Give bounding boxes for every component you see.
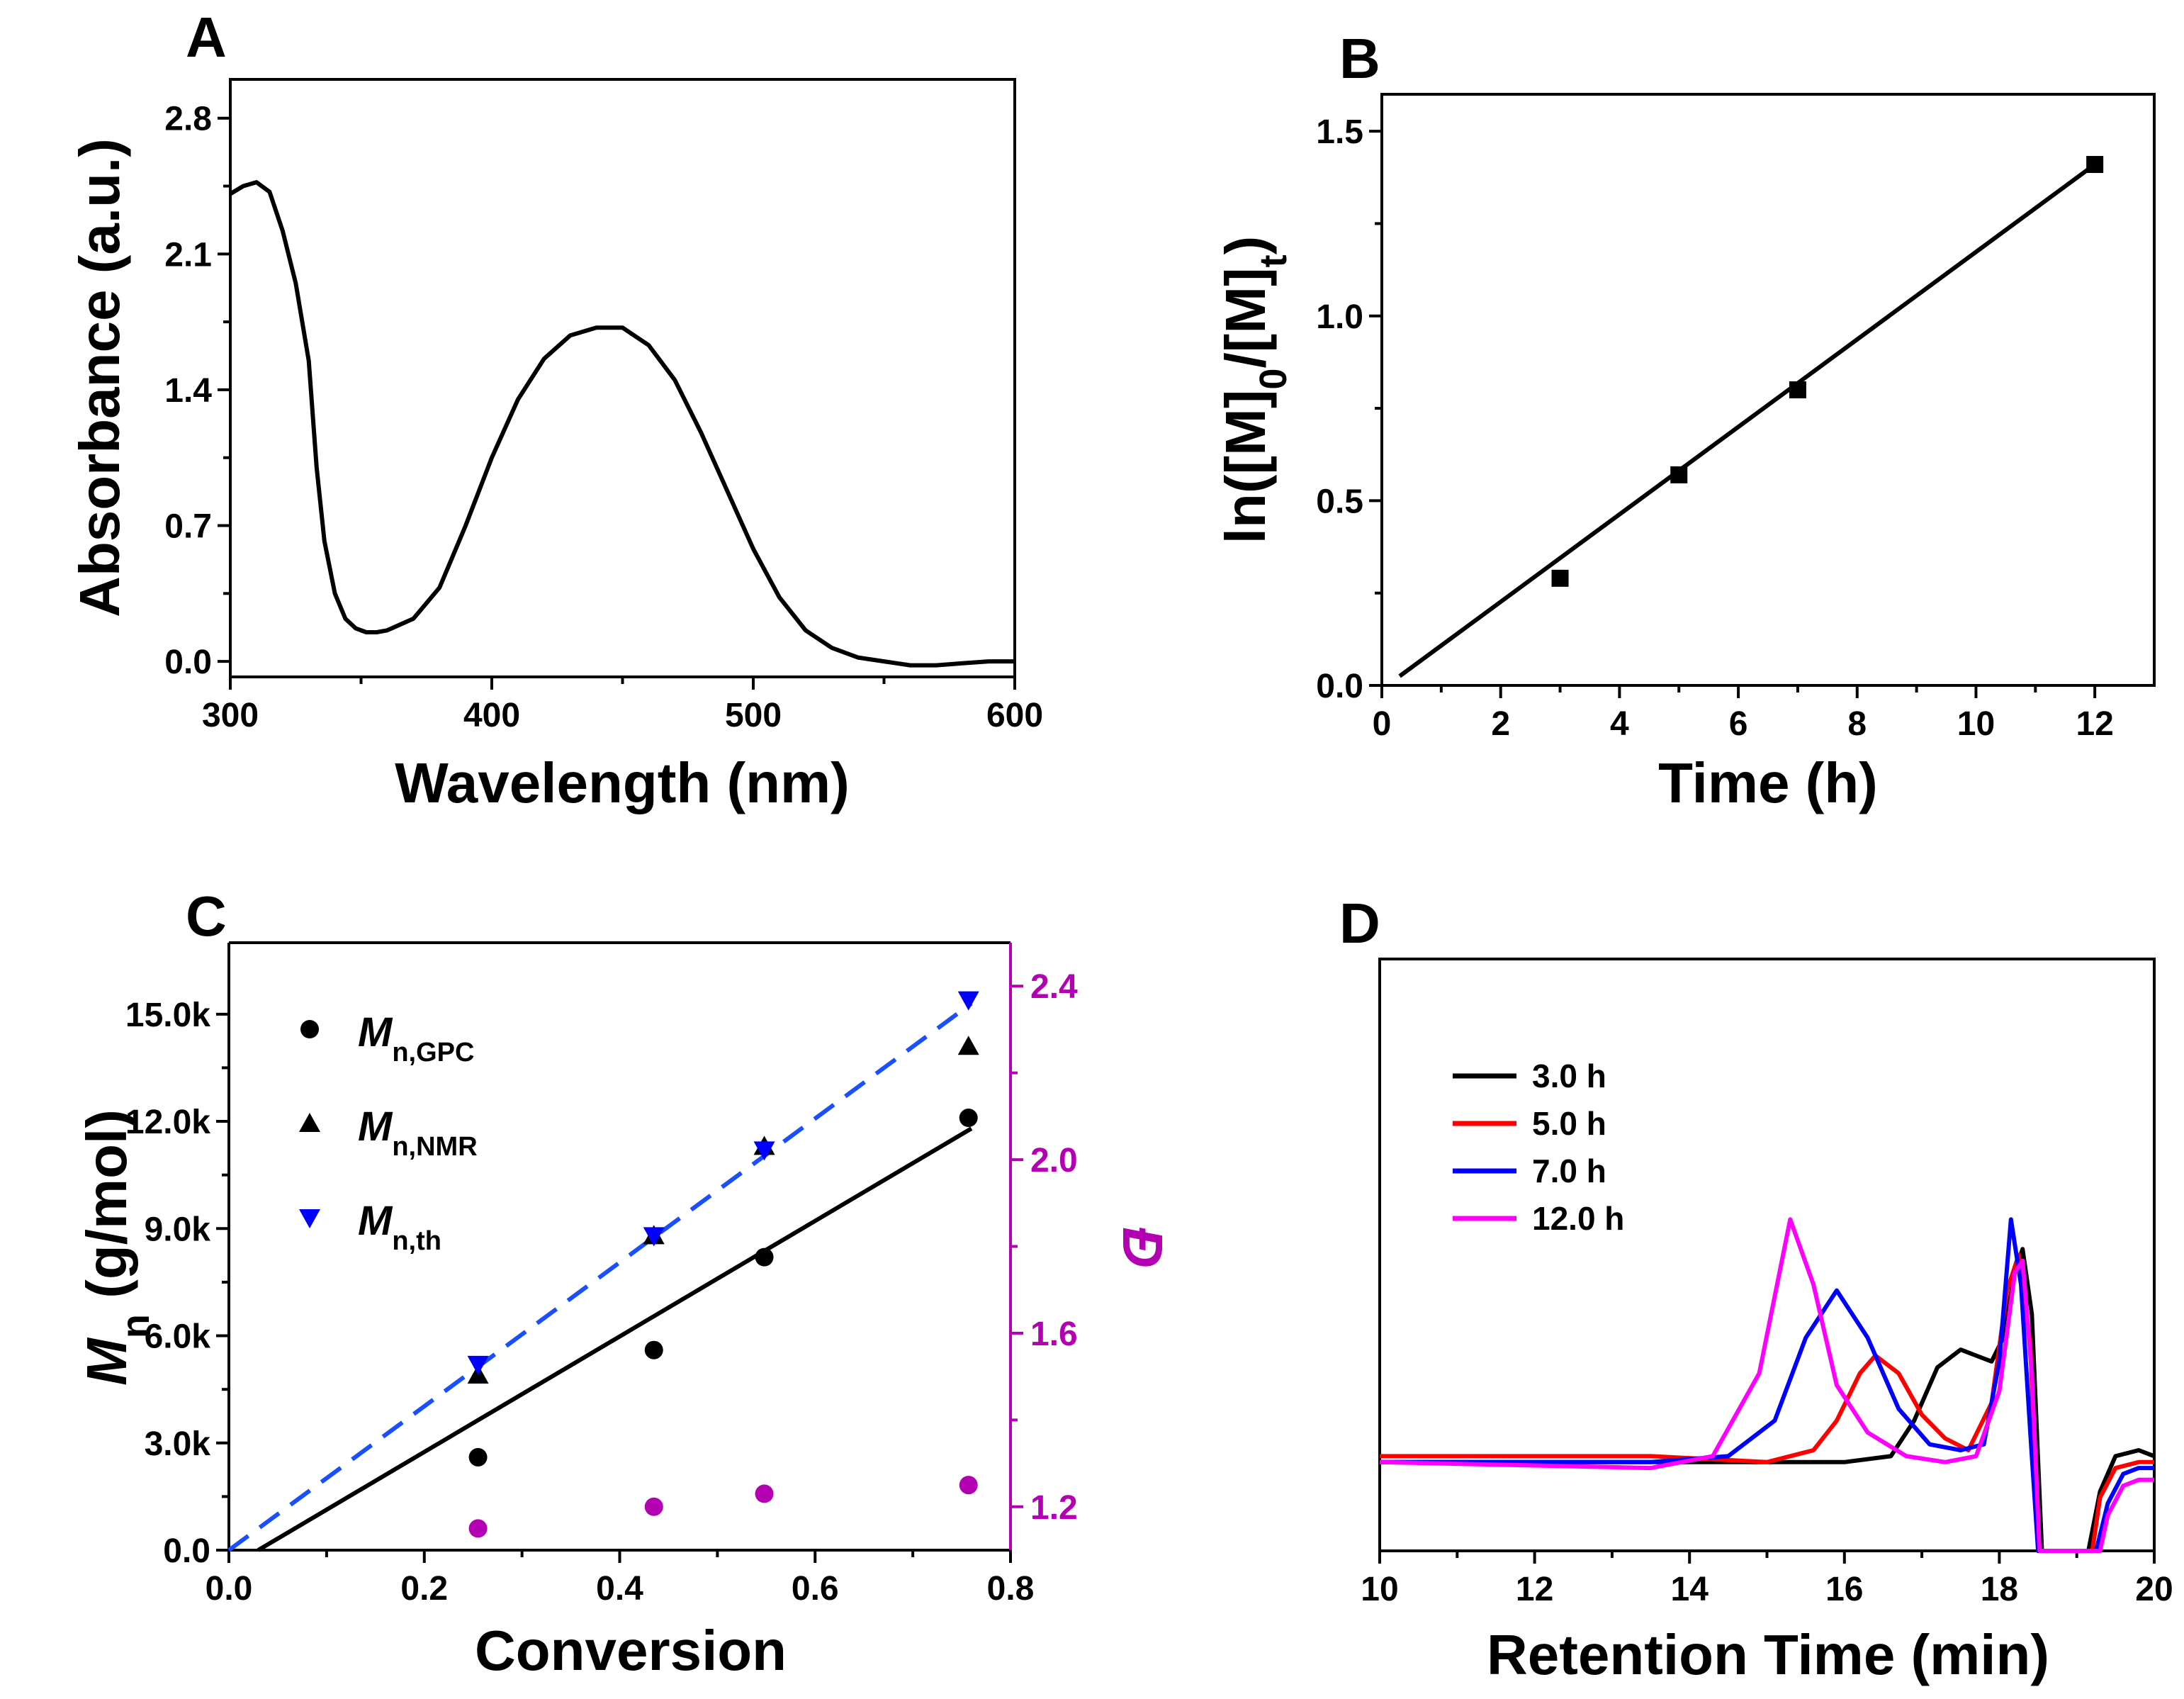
- panel-c-legend-label: Mn,GPC: [358, 1009, 474, 1067]
- panel-c-xlabel: Conversion: [475, 1619, 787, 1682]
- figure: A 300 400 500 600 0.0 0.7 1.4 2.1 2.8 Wavelength…: [0, 0, 2184, 1699]
- panel-c-fit-gpc-line: [258, 1128, 971, 1550]
- panel-c-point-mngpc: [755, 1248, 774, 1267]
- panel-a-letter: A: [186, 6, 227, 69]
- panel-a-ylabel: Absorbance (a.u.): [68, 138, 131, 617]
- panel-c-legend-label: Mn,th: [358, 1198, 441, 1256]
- panel-c-point-mnth: [958, 992, 979, 1011]
- panel-c-point-mngpc: [469, 1448, 488, 1467]
- panel-a-ytick-label: 2.8: [164, 101, 212, 138]
- panel-a-xtick-label: 600: [986, 697, 1043, 734]
- panel-a-xlabel: Wavelength (nm): [395, 751, 849, 814]
- panel-d-legend-label: 5.0 h: [1532, 1105, 1606, 1142]
- panel-a-xtick-label: 500: [725, 697, 782, 734]
- panel-d-xtick-label: 10: [1361, 1571, 1398, 1608]
- panel-c-xtick-label: 0.6: [792, 1570, 839, 1608]
- panel-c-dispersity-point: [755, 1484, 774, 1503]
- panel-b-ylabel: ln([M]0/[M]t): [1214, 236, 1295, 544]
- panel-b-xtick-label: 2: [1491, 705, 1510, 743]
- panel-d-xtick-label: 14: [1671, 1571, 1709, 1608]
- panel-a-ytick-label: 0.7: [164, 508, 212, 546]
- panel-c-y2-ytick-label: 1.6: [1030, 1316, 1078, 1353]
- panel-c-xtick-label: 0.2: [400, 1570, 448, 1608]
- panel-c-ytick-label: 15.0k: [125, 997, 210, 1034]
- panel-c-legend: Mn,GPC Mn,NMR Mn,th: [299, 1009, 478, 1256]
- panel-c-point-mnnmr: [958, 1036, 979, 1055]
- panel-b-ytick-label: 1.0: [1316, 298, 1363, 336]
- panel-b-xtick-label: 10: [1957, 705, 1995, 743]
- panel-c-y2label: Đ: [1111, 1227, 1174, 1268]
- panel-c: C 0.0 0.2 0.4 0.6 0.80.03.0k6.0k9.0k12.0k15.…: [75, 885, 1174, 1682]
- panel-b-xtick-label: 8: [1847, 705, 1867, 743]
- panel-c-ytick-label: 0.0: [163, 1532, 210, 1570]
- panel-c-ytick-label: 9.0k: [145, 1211, 211, 1248]
- panel-c-y2-ytick-label: 2.0: [1030, 1142, 1078, 1179]
- panel-c-legend-marker: [299, 1209, 320, 1228]
- panel-b-data-point: [2086, 156, 2103, 173]
- panel-a: A 300 400 500 600 0.0 0.7 1.4 2.1 2.8 Wavelength…: [68, 6, 1043, 814]
- panel-d-legend: 3.0 h 5.0 h 7.0 h 12.0 h: [1453, 1058, 1624, 1237]
- panel-a-frame: [230, 79, 1015, 677]
- panel-b-ytick-label: 1.5: [1316, 113, 1363, 151]
- panel-c-ytick-label: 3.0k: [145, 1425, 211, 1463]
- panel-c-xtick-label: 0.4: [596, 1570, 643, 1608]
- panel-b-fit-line: [1400, 164, 2095, 676]
- panel-b-xtick-label: 4: [1610, 705, 1629, 743]
- panel-c-point-mngpc: [645, 1341, 663, 1359]
- panel-d-legend-label: 3.0 h: [1532, 1058, 1606, 1094]
- panel-b-data-point: [1789, 381, 1806, 398]
- panel-b: B 0 2 4 6 8 10 12 0.0 0.5 1.0 1.5 Time (h) ln([M]0…: [1214, 27, 2154, 814]
- panel-d-letter: D: [1339, 892, 1380, 955]
- panel-a-xtick-label: 400: [463, 697, 520, 734]
- panel-c-xtick-label: 0.0: [206, 1570, 253, 1608]
- panel-b-xtick-label: 6: [1729, 705, 1748, 743]
- panel-b-data-point: [1670, 466, 1687, 483]
- panel-a-ytick-label: 2.1: [164, 236, 212, 274]
- panel-c-dispersity-point: [469, 1519, 488, 1537]
- panel-b-xlabel: Time (h): [1658, 751, 1878, 814]
- panel-a-xtick-label: 300: [202, 697, 259, 734]
- panel-c-xtick-label: 0.8: [987, 1570, 1035, 1608]
- panel-b-xtick-label: 0: [1373, 705, 1392, 743]
- panel-c-legend-marker: [300, 1020, 319, 1038]
- panel-a-absorbance-line: [230, 182, 1015, 666]
- panel-a-ytick-label: 0.0: [164, 644, 212, 681]
- panel-c-fit-th-line: [229, 1004, 972, 1550]
- panel-c-dispersity-point: [645, 1498, 663, 1516]
- panel-b-ytick-label: 0.0: [1316, 668, 1363, 705]
- panel-c-dispersity-point: [959, 1476, 978, 1494]
- panel-d-xtick-label: 18: [1981, 1571, 2018, 1608]
- panel-d-xtick-label: 20: [2135, 1571, 2173, 1608]
- panel-b-letter: B: [1339, 27, 1380, 90]
- panel-c-legend-label: Mn,NMR: [358, 1104, 478, 1162]
- panel-c-point-mngpc: [959, 1109, 978, 1127]
- panel-b-data-point: [1552, 570, 1569, 587]
- panel-b-xtick-label: 12: [2076, 705, 2113, 743]
- panel-c-legend-marker: [299, 1113, 320, 1132]
- panel-d-trace-120h: [1380, 1219, 2154, 1551]
- panel-c-letter: C: [186, 885, 227, 948]
- panel-d-xtick-label: 16: [1825, 1571, 1863, 1608]
- panel-d-xlabel: Retention Time (min): [1487, 1623, 2049, 1686]
- panel-d: D 10 12 14 16 18 20 3.0 h 5.0 h 7.0 h 12.0 h Ret…: [1339, 892, 2173, 1686]
- panel-d-legend-label: 12.0 h: [1532, 1200, 1624, 1237]
- panel-a-ytick-label: 1.4: [164, 372, 212, 410]
- panel-d-xtick-label: 12: [1516, 1571, 1553, 1608]
- panel-c-y2-ytick-label: 2.4: [1030, 968, 1078, 1006]
- panel-b-frame: [1382, 94, 2154, 685]
- panel-c-y2-ytick-label: 1.2: [1030, 1489, 1078, 1527]
- panel-b-ytick-label: 0.5: [1316, 483, 1363, 520]
- panel-c-point-mnth: [468, 1356, 489, 1375]
- panel-d-legend-label: 7.0 h: [1532, 1153, 1606, 1189]
